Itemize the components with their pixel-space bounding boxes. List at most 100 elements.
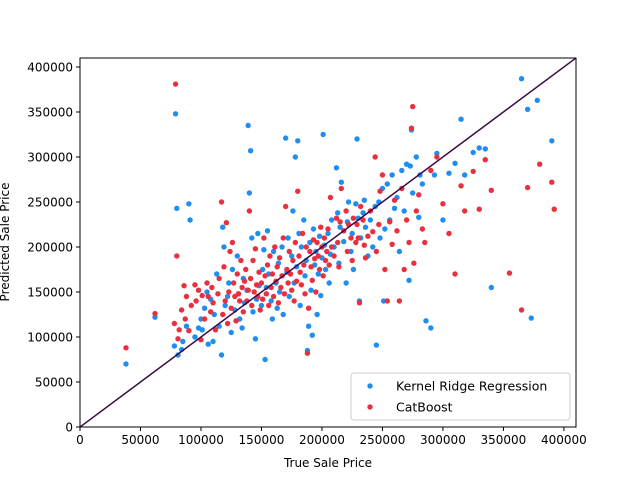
point-catboost	[215, 291, 221, 297]
point-catboost	[422, 239, 428, 246]
point-catboost	[334, 239, 341, 246]
point-kernel-ridge-regression	[320, 131, 326, 138]
point-kernel-ridge-regression	[222, 302, 228, 309]
point-catboost	[370, 229, 376, 235]
point-kernel-ridge-regression	[252, 336, 259, 342]
point-catboost	[235, 291, 242, 297]
point-kernel-ridge-regression	[316, 233, 323, 239]
point-kernel-ridge-regression	[354, 136, 360, 142]
point-kernel-ridge-regression	[470, 149, 476, 156]
point-catboost	[251, 289, 257, 295]
point-kernel-ridge-regression	[258, 302, 265, 309]
point-catboost	[282, 203, 289, 210]
point-catboost	[258, 280, 265, 286]
point-kernel-ridge-regression	[302, 273, 308, 279]
y-tick-label: 0	[65, 420, 73, 434]
point-catboost	[446, 230, 452, 237]
point-catboost	[256, 269, 262, 275]
point-catboost	[376, 221, 382, 228]
point-kernel-ridge-regression	[350, 266, 357, 273]
point-catboost	[285, 280, 291, 286]
point-catboost	[262, 273, 268, 279]
point-kernel-ridge-regression	[246, 190, 253, 196]
point-kernel-ridge-regression	[172, 111, 179, 117]
x-tick-label: 100000	[178, 433, 224, 447]
point-kernel-ridge-regression	[314, 311, 320, 318]
point-catboost	[327, 194, 334, 201]
y-tick-label: 400000	[27, 60, 73, 74]
point-catboost	[357, 203, 364, 210]
y-tick-label: 100000	[27, 330, 73, 344]
point-kernel-ridge-regression	[239, 325, 245, 331]
point-catboost	[401, 266, 407, 273]
point-kernel-ridge-regression	[309, 332, 315, 338]
point-kernel-ridge-regression	[268, 298, 274, 304]
point-kernel-ridge-regression	[255, 230, 261, 237]
point-catboost	[416, 192, 422, 198]
point-catboost	[280, 235, 286, 241]
point-kernel-ridge-regression	[353, 201, 359, 207]
point-kernel-ridge-regression	[389, 172, 395, 178]
x-tick-label: 250000	[360, 433, 406, 447]
point-catboost	[182, 316, 188, 322]
point-catboost	[403, 217, 410, 223]
point-catboost	[324, 248, 330, 255]
point-catboost	[297, 269, 303, 275]
point-catboost	[289, 287, 295, 293]
point-catboost	[337, 219, 343, 225]
point-catboost	[309, 277, 315, 283]
point-catboost	[259, 296, 266, 302]
point-kernel-ridge-regression	[362, 224, 369, 230]
point-catboost	[172, 81, 179, 87]
y-axis-label: Predicted Sale Price	[0, 183, 12, 302]
point-kernel-ridge-regression	[419, 181, 426, 187]
point-kernel-ridge-regression	[401, 208, 407, 214]
point-kernel-ridge-regression	[224, 293, 231, 300]
point-catboost	[293, 278, 300, 284]
point-kernel-ridge-regression	[301, 217, 307, 223]
point-kernel-ridge-regression	[326, 280, 332, 286]
point-kernel-ridge-regression	[413, 154, 420, 160]
point-catboost	[302, 291, 308, 297]
point-catboost	[452, 271, 458, 277]
x-tick-label: 400000	[541, 433, 587, 447]
point-catboost	[408, 125, 415, 131]
point-catboost	[233, 318, 239, 324]
point-kernel-ridge-regression	[341, 238, 347, 245]
point-catboost	[210, 300, 216, 306]
point-catboost	[389, 241, 395, 247]
point-catboost	[284, 266, 290, 273]
y-tick-label: 350000	[27, 105, 73, 119]
point-catboost	[229, 239, 236, 246]
point-kernel-ridge-regression	[325, 230, 331, 237]
point-kernel-ridge-regression	[337, 224, 343, 230]
point-catboost	[218, 199, 225, 205]
point-catboost	[298, 282, 305, 288]
point-kernel-ridge-regression	[264, 228, 271, 234]
point-kernel-ridge-regression	[349, 230, 355, 237]
point-catboost	[221, 264, 227, 270]
point-kernel-ridge-regression	[428, 325, 434, 331]
point-catboost	[303, 244, 309, 250]
point-catboost	[249, 302, 255, 309]
point-catboost	[123, 345, 129, 351]
point-catboost	[331, 253, 337, 259]
point-catboost	[315, 253, 322, 259]
legend-marker-kernel-ridge-regression	[367, 383, 373, 389]
point-catboost	[318, 224, 324, 230]
point-catboost	[406, 239, 412, 246]
point-catboost	[355, 235, 361, 241]
point-kernel-ridge-regression	[488, 284, 495, 291]
point-catboost	[266, 302, 272, 309]
legend-marker-catboost	[367, 404, 373, 410]
point-catboost	[321, 235, 328, 241]
point-kernel-ridge-regression	[174, 205, 180, 211]
point-catboost	[246, 208, 253, 214]
point-kernel-ridge-regression	[423, 318, 429, 324]
point-catboost	[391, 197, 398, 203]
point-catboost	[313, 289, 319, 295]
point-kernel-ridge-regression	[249, 235, 255, 241]
point-catboost	[226, 289, 232, 295]
point-catboost	[384, 298, 390, 304]
y-tick-label: 250000	[27, 195, 73, 209]
